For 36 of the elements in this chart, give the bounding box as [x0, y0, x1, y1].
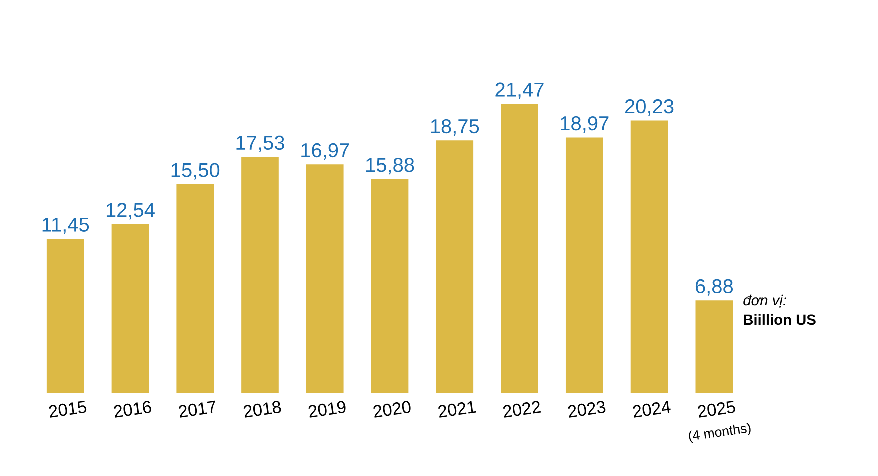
- data-label: 18,97: [561, 116, 609, 133]
- x-tick-label: 2023: [568, 401, 606, 418]
- x-tick-label: 2025: [698, 400, 736, 418]
- x-tick-label: 2016: [114, 401, 152, 418]
- bar: [630, 120, 668, 394]
- x-tick-label: 2021: [438, 401, 476, 418]
- bar: [566, 138, 604, 394]
- x-tick-label: 2024: [633, 401, 671, 418]
- data-label: 15,88: [366, 158, 414, 175]
- data-label: 18,75: [431, 119, 480, 136]
- bar: [501, 104, 538, 394]
- bar: [371, 179, 409, 394]
- x-tick-label: 2018: [244, 401, 282, 418]
- annotation: đơn vị:: [744, 294, 786, 308]
- x-tick-label: 2022: [503, 401, 542, 418]
- bar: [306, 164, 344, 394]
- bar: [112, 224, 150, 394]
- text: (4 months): [689, 423, 751, 444]
- data-label: 12,54: [106, 203, 155, 220]
- bar: [436, 140, 474, 394]
- data-label: 20,23: [626, 99, 674, 116]
- bar: [696, 300, 734, 394]
- x-tick-label: 2017: [179, 400, 216, 418]
- x-tick-label: 2015: [49, 400, 87, 418]
- data-label: 21,47: [496, 82, 544, 100]
- x-tick-label: 2020: [374, 401, 411, 418]
- annotation: Biillion US: [744, 314, 816, 326]
- bar: [46, 239, 84, 394]
- bar: [176, 184, 214, 394]
- data-label: 11,45: [42, 218, 90, 234]
- bar: [242, 157, 279, 394]
- data-label: 6,88: [696, 279, 733, 296]
- data-label: 15,50: [172, 163, 220, 180]
- x-tick-label: 2019: [308, 401, 346, 418]
- data-label: 17,53: [236, 136, 284, 152]
- data-label: 16,97: [302, 143, 350, 160]
